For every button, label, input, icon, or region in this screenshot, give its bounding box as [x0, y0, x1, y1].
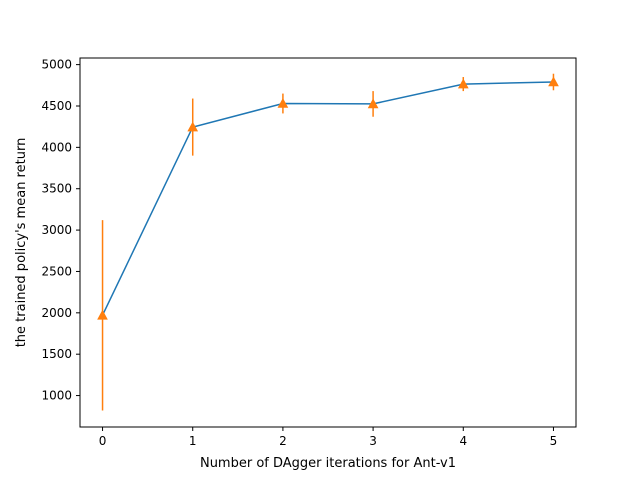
y-tick-label: 3000 [41, 223, 72, 237]
triangle-marker [548, 76, 559, 87]
x-tick-label: 0 [99, 434, 107, 448]
x-tick-label: 2 [279, 434, 287, 448]
y-axis-label: the trained policy's mean return [14, 138, 29, 348]
triangle-marker [277, 97, 289, 108]
series-line [101, 81, 554, 316]
y-tick-label: 1000 [41, 389, 72, 403]
plot-frame [79, 57, 577, 428]
y-tick-label: 5000 [41, 58, 72, 72]
x-axis-label: Number of DAgger iterations for Ant-v1 [200, 456, 456, 471]
series-line-layer [101, 81, 554, 316]
y-tick-label: 1500 [41, 347, 72, 361]
triangle-marker [187, 121, 199, 132]
triangle-marker [97, 309, 108, 320]
y-axis-ticks: 1000 1500 2000 2500 3000 3500 4000 4500 5000 [41, 58, 80, 403]
x-tick-label: 3 [369, 434, 377, 448]
y-tick-label: 4500 [41, 99, 72, 113]
x-axis-ticks: 0 1 2 3 4 5 [99, 427, 558, 448]
triangle-marker [457, 78, 469, 89]
x-tick-label: 5 [550, 434, 558, 448]
y-tick-label: 2000 [41, 306, 72, 320]
triangle-marker [367, 98, 379, 109]
y-tick-label: 4000 [41, 140, 72, 154]
y-tick-label: 3500 [41, 182, 72, 196]
x-tick-label: 1 [189, 434, 197, 448]
y-tick-label: 2500 [41, 264, 72, 278]
x-tick-label: 4 [459, 434, 467, 448]
marker-layer [97, 76, 559, 320]
